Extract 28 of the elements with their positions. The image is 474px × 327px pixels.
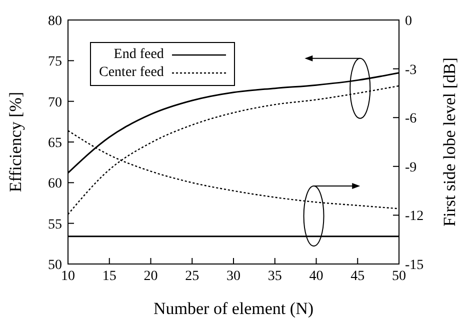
legend-label: Center feed (99, 64, 164, 82)
y-tick-label: 75 (48, 54, 62, 70)
y2-tick-label: -9 (405, 160, 417, 176)
y-tick-label: 55 (48, 217, 62, 232)
x-tick-label: 30 (226, 268, 240, 284)
x-axis-title: Number of element (N) (153, 299, 314, 318)
y-tick-label: 80 (48, 14, 62, 29)
y-tick-label: 65 (48, 136, 62, 151)
y2-tick-label: -6 (405, 112, 417, 127)
x-tick-label: 35 (268, 268, 282, 284)
x-tick-label: 40 (309, 268, 324, 284)
y2-tick-label: -12 (405, 209, 424, 224)
y-axis-title: Efficiency [%] (6, 92, 26, 192)
x-tick-label: 10 (61, 268, 75, 284)
y2-tick-label: -15 (405, 258, 424, 273)
legend-label: End feed (114, 46, 164, 64)
y-tick-label: 50 (48, 258, 62, 273)
x-tick-label: 20 (144, 268, 158, 284)
x-tick-label: 15 (102, 268, 116, 284)
x-tick-label: 25 (185, 268, 200, 284)
y2-tick-label: 0 (405, 14, 412, 29)
y2-tick-label: -3 (405, 62, 417, 78)
line-series (68, 85, 399, 215)
y2-axis-title: First side lobe level [dB] (440, 57, 460, 227)
y-tick-label: 70 (48, 95, 62, 110)
x-tick-label: 45 (350, 268, 365, 284)
y-tick-label: 60 (48, 176, 62, 192)
x-tick-label: 50 (392, 268, 406, 284)
